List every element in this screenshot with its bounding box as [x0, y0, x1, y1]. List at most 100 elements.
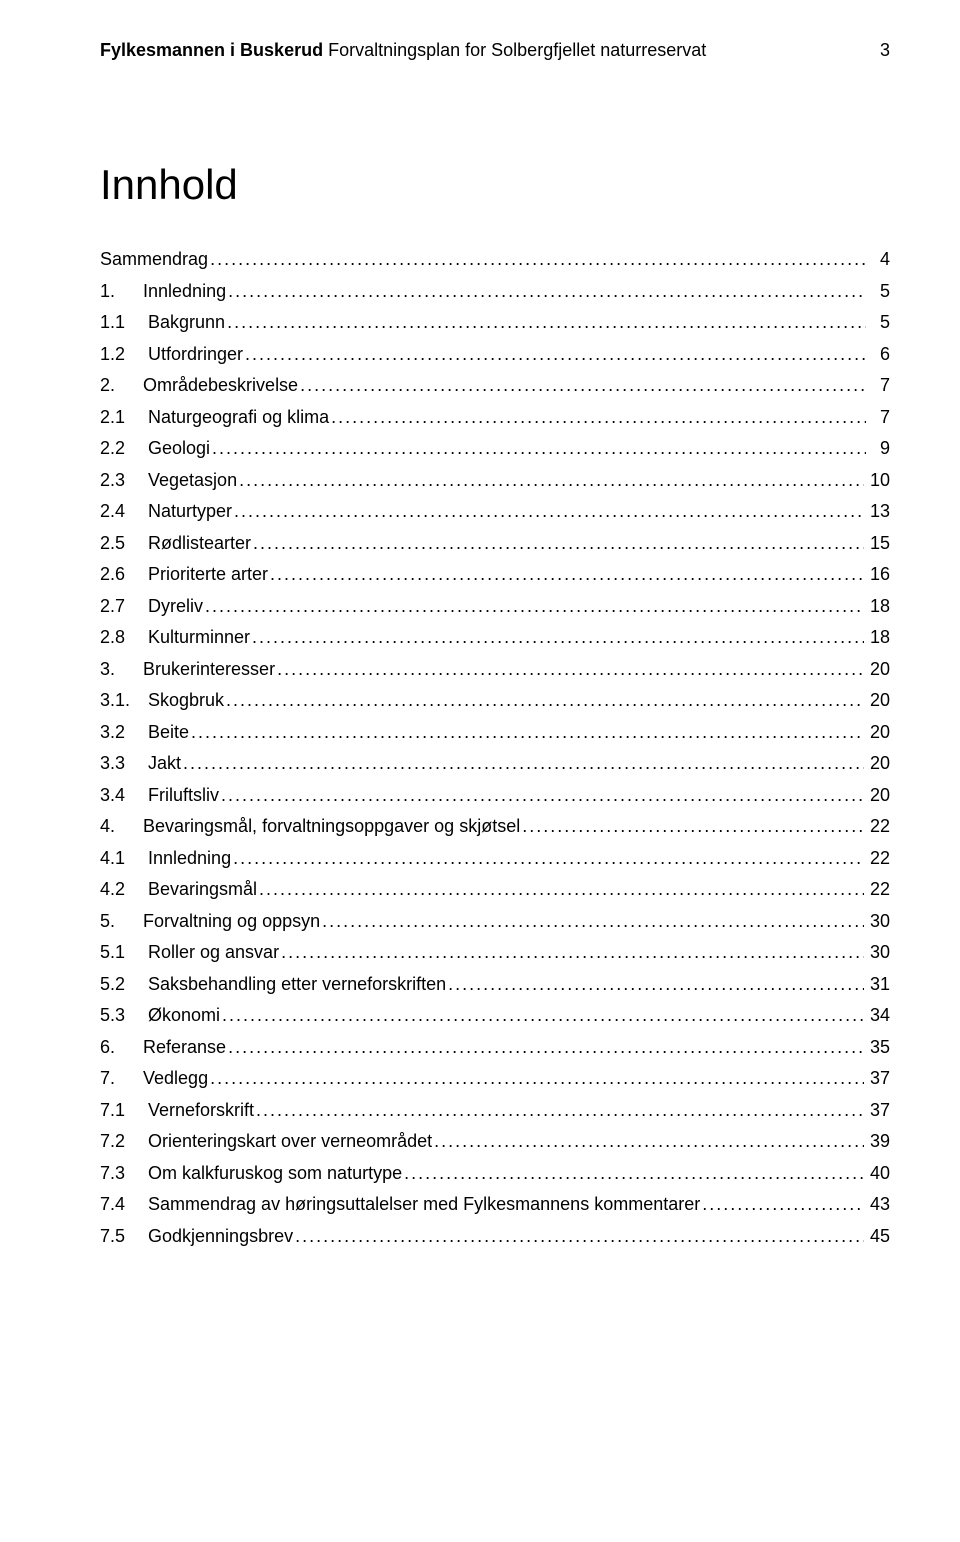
toc-entry-number: 5. [100, 911, 115, 932]
toc-entry-label: Geologi [148, 438, 212, 459]
toc-entry-page: 20 [864, 690, 890, 711]
toc-leader-dots [221, 785, 864, 806]
toc-entry-number: 2.4 [100, 501, 148, 522]
toc-entry-number: 6. [100, 1037, 115, 1058]
toc-row: 4.1Innledning22 [100, 848, 890, 869]
toc-entry-number: 2.5 [100, 533, 148, 554]
toc-leader-dots [210, 249, 866, 270]
toc-entry-number: 4.1 [100, 848, 148, 869]
toc-row: 5.1Roller og ansvar30 [100, 942, 890, 963]
toc-entry-number: 3.3 [100, 753, 148, 774]
toc-entry-label: Naturgeografi og klima [148, 407, 331, 428]
toc-row: 3.1.Skogbruk 20 [100, 690, 890, 711]
toc-leader-dots [256, 1100, 864, 1121]
toc-row: 2.Områdebeskrivelse7 [100, 375, 890, 396]
toc-entry-label: Innledning [115, 281, 228, 302]
toc-leader-dots [222, 1005, 864, 1026]
toc-entry-label: Verneforskrift [148, 1100, 256, 1121]
toc-entry-label: Sammendrag [100, 249, 210, 270]
toc-leader-dots [205, 596, 864, 617]
toc-entry-page: 22 [864, 816, 890, 837]
toc-entry-page: 39 [864, 1131, 890, 1152]
toc-row: 7.3Om kalkfuruskog som naturtype40 [100, 1163, 890, 1184]
toc-title: Innhold [100, 161, 890, 209]
toc-leader-dots [702, 1194, 864, 1215]
toc-row: 2.5Rødlistearter15 [100, 533, 890, 554]
toc-entry-number: 7.1 [100, 1100, 148, 1121]
toc-entry-number: 5.2 [100, 974, 148, 995]
toc-leader-dots [228, 281, 866, 302]
toc-leader-dots [404, 1163, 864, 1184]
toc-leader-dots [183, 753, 864, 774]
toc-entry-page: 30 [864, 911, 890, 932]
toc-row: 4.2Bevaringsmål22 [100, 879, 890, 900]
toc-entry-page: 30 [864, 942, 890, 963]
toc-entry-label: Skogbruk [148, 690, 226, 711]
toc-row: 2.6Prioriterte arter16 [100, 564, 890, 585]
toc-row: 2.4Naturtyper13 [100, 501, 890, 522]
toc-entry-number: 1.2 [100, 344, 148, 365]
toc-entry-label: Kulturminner [148, 627, 252, 648]
toc-row: 5.Forvaltning og oppsyn30 [100, 911, 890, 932]
toc-leader-dots [253, 533, 864, 554]
toc-entry-label: Innledning [148, 848, 233, 869]
toc-entry-page: 15 [864, 533, 890, 554]
toc-entry-label: Vegetasjon [148, 470, 239, 491]
toc-row: 3.Brukerinteresser20 [100, 659, 890, 680]
toc-entry-number: 2.1 [100, 407, 148, 428]
toc-entry-page: 20 [864, 722, 890, 743]
toc-entry-number: 4. [100, 816, 115, 837]
toc-entry-page: 35 [864, 1037, 890, 1058]
toc-leader-dots [228, 1037, 864, 1058]
toc-row: 7.5Godkjenningsbrev45 [100, 1226, 890, 1247]
toc-entry-label: Utfordringer [148, 344, 245, 365]
toc-row: 5.2Saksbehandling etter verneforskriften… [100, 974, 890, 995]
header-title: Fylkesmannen i Buskerud Forvaltningsplan… [100, 40, 706, 61]
toc-entry-page: 20 [864, 753, 890, 774]
toc-leader-dots [322, 911, 864, 932]
toc-entry-page: 18 [864, 596, 890, 617]
document-page: Fylkesmannen i Buskerud Forvaltningsplan… [0, 0, 960, 1542]
toc-leader-dots [300, 375, 866, 396]
toc-row: 6.Referanse35 [100, 1037, 890, 1058]
toc-entry-label: Dyreliv [148, 596, 205, 617]
toc-entry-page: 13 [864, 501, 890, 522]
toc-entry-number: 7.3 [100, 1163, 148, 1184]
toc-row: 1.Innledning5 [100, 281, 890, 302]
toc-entry-label: Orienteringskart over verneområdet [148, 1131, 434, 1152]
toc-entry-number: 7. [100, 1068, 115, 1089]
toc-entry-label: Vedlegg [115, 1068, 210, 1089]
toc-row: 4.Bevaringsmål, forvaltningsoppgaver og … [100, 816, 890, 837]
toc-entry-page: 4 [866, 249, 890, 270]
toc-row: 5.3Økonomi34 [100, 1005, 890, 1026]
toc-row: 7.Vedlegg 37 [100, 1068, 890, 1089]
toc-entry-page: 45 [864, 1226, 890, 1247]
toc-row: 2.3Vegetasjon10 [100, 470, 890, 491]
toc-entry-page: 43 [864, 1194, 890, 1215]
toc-entry-page: 6 [866, 344, 890, 365]
toc-leader-dots [245, 344, 866, 365]
toc-entry-label: Bakgrunn [148, 312, 227, 333]
toc-entry-label: Prioriterte arter [148, 564, 270, 585]
toc-leader-dots [295, 1226, 864, 1247]
header-bold: Fylkesmannen i Buskerud [100, 40, 323, 60]
toc-row: 1.1Bakgrunn5 [100, 312, 890, 333]
toc-leader-dots [234, 501, 864, 522]
toc-entry-label: Beite [148, 722, 191, 743]
toc-row: 2.1Naturgeografi og klima7 [100, 407, 890, 428]
toc-leader-dots [270, 564, 864, 585]
toc-leader-dots [252, 627, 864, 648]
toc-row: 3.4Friluftsliv20 [100, 785, 890, 806]
toc-entry-number: 3.1. [100, 690, 148, 711]
toc-entry-number: 3.2 [100, 722, 148, 743]
header-regular: Forvaltningsplan for Solbergfjellet natu… [323, 40, 706, 60]
toc-entry-number: 7.2 [100, 1131, 148, 1152]
toc-row: 3.3Jakt20 [100, 753, 890, 774]
table-of-contents: Sammendrag41.Innledning51.1Bakgrunn51.2U… [100, 249, 890, 1247]
toc-leader-dots [210, 1068, 864, 1089]
toc-entry-page: 37 [864, 1068, 890, 1089]
toc-leader-dots [331, 407, 866, 428]
toc-row: Sammendrag 4 [100, 249, 890, 270]
toc-entry-page: 5 [866, 281, 890, 302]
toc-row: 1.2Utfordringer 6 [100, 344, 890, 365]
